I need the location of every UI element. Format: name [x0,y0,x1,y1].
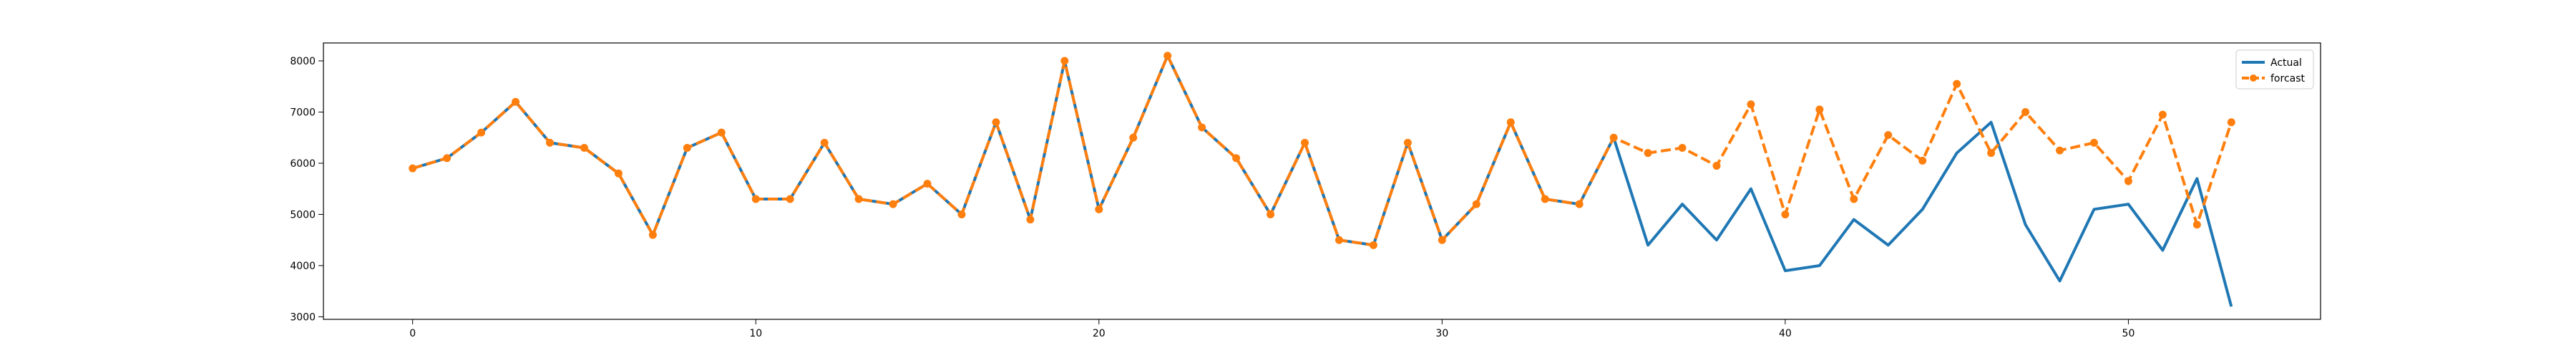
data-point [1060,57,1069,65]
data-point [2158,110,2167,119]
y-tick-label: 4000 [290,261,316,272]
data-point [1781,210,1790,218]
data-point [1953,79,1961,88]
legend: Actual forcast [2235,49,2314,90]
data-point [477,128,486,137]
y-tick-label: 5000 [290,209,316,221]
data-point [1712,162,1721,170]
data-point [1335,236,1343,244]
data-point [1026,216,1035,224]
data-point [1232,154,1241,163]
data-point [2124,177,2132,185]
legend-label: Actual [2270,57,2302,69]
data-point [1918,156,1927,165]
data-point [923,180,932,188]
data-point [2056,146,2064,155]
data-point [751,195,760,203]
x-tick-label: 50 [2122,328,2135,339]
data-point [992,118,1000,127]
data-point [1541,195,1549,203]
legend-marker [2250,74,2257,82]
series-layer [409,52,2235,307]
data-point [409,164,417,173]
data-point [1609,133,1618,142]
x-tick-label: 10 [749,328,762,339]
data-point [1198,123,1206,132]
x-tick-label: 20 [1093,328,1106,339]
data-point [1301,138,1309,147]
y-tick-label: 7000 [290,107,316,119]
y-tick-label: 6000 [290,158,316,170]
data-point [1095,205,1103,213]
x-tick-label: 40 [1779,328,1792,339]
x-tick-label: 30 [1435,328,1448,339]
data-point [1987,149,1996,158]
data-point [1129,133,1138,142]
data-point [1644,149,1652,158]
data-point [1678,144,1687,153]
data-point [1163,52,1172,60]
series-forcast [409,52,2235,249]
series-line-forcast [412,54,2233,247]
data-point [1747,100,1755,109]
x-tick-label: 0 [409,328,416,339]
data-point [717,128,726,137]
data-point [1472,200,1480,208]
legend-label: forcast [2270,73,2306,84]
data-point [786,195,794,203]
data-point [443,154,452,163]
data-point [614,169,623,178]
x-axis: 0 10 20 30 40 50 [409,319,2135,339]
data-point [1815,105,1824,114]
legend-item: Actual [2242,57,2302,69]
data-point [1575,200,1584,208]
data-point [580,144,588,153]
y-axis: 3000 4000 5000 6000 7000 8000 [290,56,323,323]
data-point [2089,138,2098,147]
data-point [957,210,966,218]
data-point [1267,210,1275,218]
data-point [512,97,520,106]
data-point [2021,108,2030,116]
data-point [1850,195,1858,203]
data-point [2192,221,2201,229]
data-point [1438,236,1446,244]
data-point [854,195,863,203]
data-point [1369,241,1377,249]
data-point [683,144,691,153]
plot-area [323,42,2321,320]
data-point [1884,131,1893,140]
y-tick-label: 8000 [290,56,316,67]
data-point [889,200,897,208]
data-point [648,231,657,239]
plot-frame [323,42,2321,320]
data-point [820,138,829,147]
data-point [2227,118,2235,127]
data-point [1403,138,1412,147]
y-tick-label: 3000 [290,311,316,323]
data-point [1506,118,1515,127]
data-point [546,138,555,147]
legend-item: forcast [2242,73,2306,84]
